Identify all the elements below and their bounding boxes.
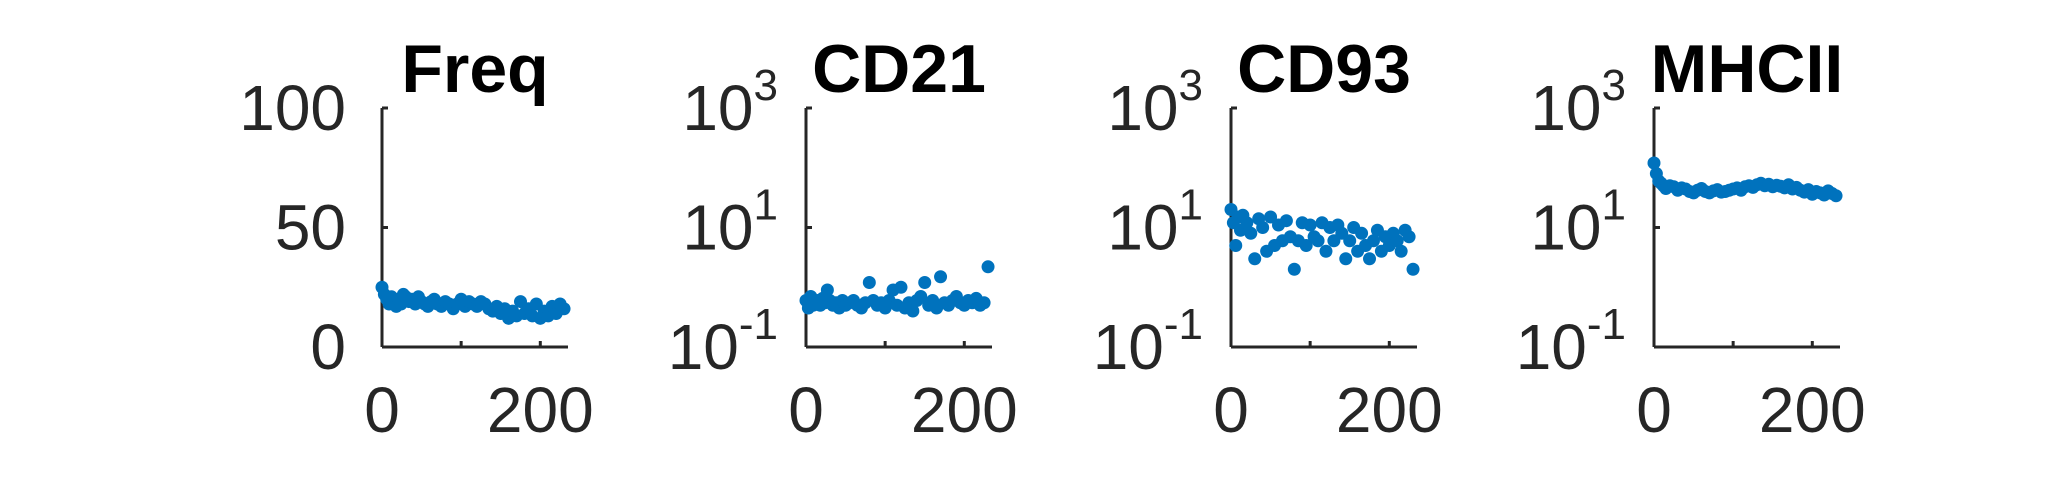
data-point: [934, 270, 948, 284]
data-point: [1366, 234, 1380, 248]
data-point: [1244, 226, 1258, 240]
y-tick-base: 50: [275, 192, 346, 264]
data-point: [894, 280, 908, 294]
y-tick-label: 100: [239, 72, 346, 144]
y-tick-label: 10-1: [1516, 300, 1626, 383]
y-tick-label: 103: [682, 61, 778, 144]
y-tick-label: 10-1: [668, 300, 778, 383]
data-point: [1394, 244, 1408, 258]
data-point: [1311, 234, 1325, 248]
y-tick-base: 100: [239, 72, 346, 144]
y-tick-base: 10: [1093, 311, 1164, 383]
x-tick-label: 200: [487, 374, 594, 446]
y-tick-base: 10: [1107, 192, 1178, 264]
x-tick-label: 0: [788, 374, 824, 446]
y-tick-exponent: 1: [1179, 181, 1203, 230]
data-point: [1264, 210, 1278, 224]
y-tick-base: 10: [682, 192, 753, 264]
data-point: [1303, 218, 1317, 232]
x-tick-label: 200: [911, 374, 1018, 446]
data-point: [1229, 238, 1243, 252]
x-tick-label: 200: [1336, 374, 1443, 446]
x-tick-label: 0: [1636, 374, 1672, 446]
y-tick-label: 50: [275, 192, 346, 264]
data-point: [914, 290, 928, 304]
y-tick-base: 10: [1530, 192, 1601, 264]
data-point: [1319, 244, 1333, 258]
y-tick-exponent: 3: [754, 61, 778, 110]
data-point: [1343, 234, 1357, 248]
y-tick-label: 103: [1107, 61, 1203, 144]
data-point: [1406, 262, 1420, 276]
data-point: [918, 276, 932, 290]
data-point: [1256, 221, 1270, 234]
y-tick-label: 0: [310, 311, 346, 383]
y-tick-label: 101: [1530, 181, 1626, 264]
y-tick-base: 0: [310, 311, 346, 383]
y-tick-label: 101: [1107, 181, 1203, 264]
data-point: [862, 276, 876, 290]
data-point: [1355, 226, 1369, 240]
y-tick-exponent: 3: [1602, 61, 1626, 110]
data-point: [1647, 156, 1661, 170]
data-point: [1390, 234, 1404, 248]
data-point: [557, 302, 571, 316]
y-tick-exponent: -1: [1164, 300, 1203, 349]
y-tick-exponent: 1: [754, 181, 778, 230]
data-point: [1299, 238, 1313, 252]
data-point: [1287, 262, 1301, 276]
x-tick-label: 200: [1759, 374, 1866, 446]
y-tick-exponent: 3: [1179, 61, 1203, 110]
data-point: [820, 283, 834, 297]
data-point: [977, 296, 991, 310]
y-tick-base: 10: [682, 72, 753, 144]
y-tick-exponent: 1: [1602, 181, 1626, 230]
data-point: [1248, 252, 1262, 266]
panel-freq: Freq 0 50 100 0 200: [239, 31, 593, 446]
data-point: [906, 304, 920, 318]
data-point: [1402, 230, 1416, 244]
data-point: [1240, 216, 1254, 230]
chart-title: CD93: [1237, 31, 1411, 107]
chart-title: Freq: [401, 31, 548, 107]
y-tick-base: 10: [1107, 72, 1178, 144]
x-tick-label: 0: [364, 374, 400, 446]
y-tick-exponent: -1: [739, 300, 778, 349]
data-point: [981, 260, 995, 274]
data-point: [1363, 252, 1377, 266]
y-tick-exponent: -1: [1587, 300, 1626, 349]
y-tick-base: 10: [1530, 72, 1601, 144]
y-tick-base: 10: [668, 311, 739, 383]
y-tick-label: 10-1: [1093, 300, 1203, 383]
x-tick-label: 0: [1213, 374, 1249, 446]
y-tick-base: 10: [1516, 311, 1587, 383]
data-point: [1339, 252, 1353, 266]
data-point: [1829, 189, 1843, 203]
y-tick-label: 101: [682, 181, 778, 264]
y-tick-label: 103: [1530, 61, 1626, 144]
chart-title: MHCII: [1651, 31, 1844, 107]
chart-title: CD21: [812, 31, 986, 107]
data-point: [1279, 214, 1293, 228]
